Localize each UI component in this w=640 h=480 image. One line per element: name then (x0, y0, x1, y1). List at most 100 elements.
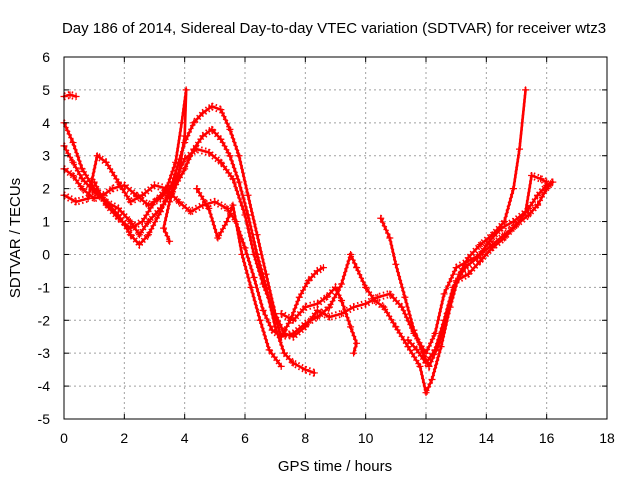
data-point (90, 188, 98, 196)
data-point (537, 175, 545, 183)
y-tick-label: 3 (42, 148, 50, 164)
data-point (325, 313, 333, 321)
y-tick-label: 2 (42, 181, 50, 197)
data-point (440, 316, 448, 324)
data-point (350, 349, 358, 357)
data-point (473, 254, 481, 262)
data-point (108, 185, 116, 193)
data-point (522, 208, 530, 216)
data-point (181, 132, 189, 140)
data-point (187, 208, 195, 216)
data-point (102, 158, 110, 166)
data-point (347, 250, 355, 258)
series-marker-fringe (63, 144, 324, 337)
data-point (522, 86, 530, 94)
data-point (464, 254, 472, 262)
y-tick-label: 4 (42, 115, 50, 131)
data-point (268, 326, 276, 334)
data-point (166, 237, 174, 245)
data-point (211, 198, 219, 206)
data-point (135, 231, 143, 239)
data-point (362, 283, 370, 291)
data-point (163, 185, 171, 193)
data-point (422, 359, 430, 367)
data-point (534, 201, 542, 209)
data-point (144, 218, 152, 226)
data-point (69, 171, 77, 179)
y-tick-label: -1 (38, 279, 51, 295)
y-tick-label: 5 (42, 82, 50, 98)
data-point (126, 198, 134, 206)
data-point (313, 300, 321, 308)
data-point (404, 336, 412, 344)
data-point (144, 231, 152, 239)
data-point (338, 310, 346, 318)
data-point (549, 178, 557, 186)
data-point (289, 329, 297, 337)
data-point (428, 376, 436, 384)
series-trace-6 (90, 86, 190, 245)
y-tick-label: 6 (42, 49, 50, 65)
series-marker-fringe (63, 92, 527, 399)
x-tick-label: 12 (418, 430, 434, 446)
data-point (72, 92, 80, 100)
x-tick-label: 14 (479, 430, 495, 446)
data-point (235, 178, 243, 186)
data-point (90, 178, 98, 186)
data-point (509, 185, 517, 193)
plot-frame (63, 56, 608, 420)
data-point (250, 273, 258, 281)
data-point (172, 158, 180, 166)
data-point (497, 224, 505, 232)
series-trace-8 (277, 282, 361, 357)
data-point (449, 283, 457, 291)
chart-title: Day 186 of 2014, Sidereal Day-to-day VTE… (62, 20, 606, 37)
data-point (214, 234, 222, 242)
data-point (126, 218, 134, 226)
data-point (259, 280, 267, 288)
data-point (199, 132, 207, 140)
data-point (193, 185, 201, 193)
data-point (322, 293, 330, 301)
data-point (193, 145, 201, 153)
data-point (338, 280, 346, 288)
x-tick-label: 4 (181, 430, 189, 446)
data-point (199, 109, 207, 117)
data-point (485, 237, 493, 245)
data-point (313, 267, 321, 275)
data-point (277, 362, 285, 370)
data-point (440, 290, 448, 298)
data-point (313, 313, 321, 321)
y-tick-label: -4 (38, 378, 51, 394)
data-point (277, 310, 285, 318)
series-trace (195, 187, 283, 368)
data-point (66, 91, 74, 99)
data-point (431, 329, 439, 337)
data-point (157, 204, 165, 212)
x-tick-label: 16 (539, 430, 555, 446)
series-trace-5 (60, 86, 530, 399)
data-point (138, 191, 146, 199)
data-point (78, 165, 86, 173)
data-point (380, 303, 388, 311)
data-point (476, 241, 484, 249)
data-point (280, 349, 288, 357)
data-point (205, 204, 213, 212)
data-point (277, 333, 285, 341)
data-point (178, 119, 186, 127)
data-point (253, 231, 261, 239)
data-point (304, 277, 312, 285)
x-tick-label: 8 (301, 430, 309, 446)
data-point (452, 264, 460, 272)
series-marker-fringe (63, 102, 554, 353)
data-point (353, 339, 361, 347)
data-point (114, 214, 122, 222)
data-point (238, 250, 246, 258)
data-point (319, 264, 327, 272)
data-point (289, 316, 297, 324)
data-point (72, 198, 80, 206)
series-trace (406, 174, 548, 365)
data-point (310, 369, 318, 377)
data-point (295, 293, 303, 301)
x-tick-labels: 0 2 4 6 8 10 12 14 16 18 (60, 430, 615, 446)
